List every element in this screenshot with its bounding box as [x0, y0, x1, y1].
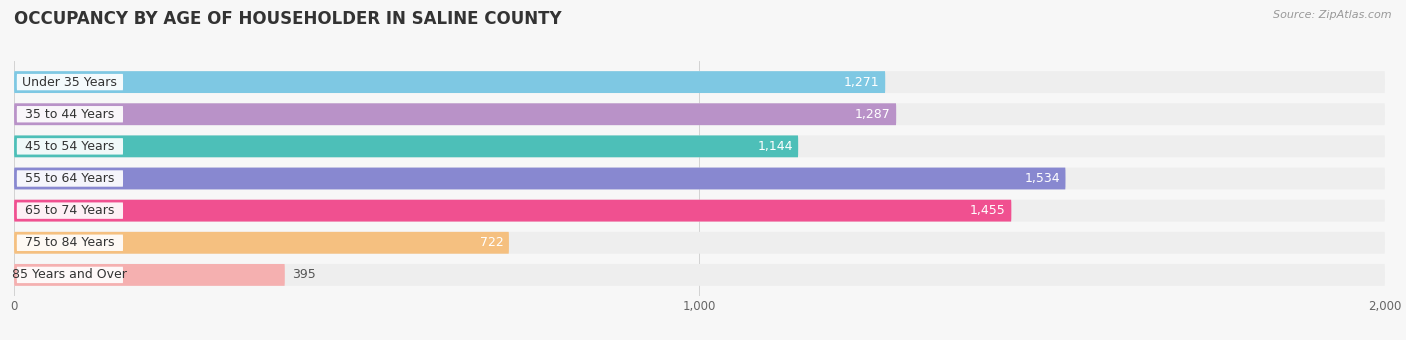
Text: Source: ZipAtlas.com: Source: ZipAtlas.com — [1274, 10, 1392, 20]
FancyBboxPatch shape — [14, 232, 509, 254]
Text: Under 35 Years: Under 35 Years — [22, 75, 117, 89]
Text: 85 Years and Over: 85 Years and Over — [13, 268, 128, 282]
FancyBboxPatch shape — [14, 71, 1385, 93]
FancyBboxPatch shape — [17, 74, 124, 90]
Text: 1,271: 1,271 — [844, 75, 880, 89]
FancyBboxPatch shape — [14, 264, 1385, 286]
FancyBboxPatch shape — [14, 135, 1385, 157]
FancyBboxPatch shape — [14, 135, 799, 157]
FancyBboxPatch shape — [17, 138, 124, 155]
FancyBboxPatch shape — [14, 168, 1066, 189]
Text: 1,534: 1,534 — [1025, 172, 1060, 185]
Text: 65 to 74 Years: 65 to 74 Years — [25, 204, 115, 217]
FancyBboxPatch shape — [17, 235, 124, 251]
FancyBboxPatch shape — [17, 106, 124, 122]
FancyBboxPatch shape — [14, 71, 886, 93]
Text: 1,455: 1,455 — [970, 204, 1005, 217]
FancyBboxPatch shape — [14, 200, 1011, 222]
Text: 75 to 84 Years: 75 to 84 Years — [25, 236, 115, 249]
FancyBboxPatch shape — [17, 202, 124, 219]
FancyBboxPatch shape — [14, 103, 896, 125]
FancyBboxPatch shape — [14, 103, 1385, 125]
FancyBboxPatch shape — [14, 264, 285, 286]
Text: 1,144: 1,144 — [758, 140, 793, 153]
Text: 55 to 64 Years: 55 to 64 Years — [25, 172, 115, 185]
Text: 722: 722 — [479, 236, 503, 249]
Text: 35 to 44 Years: 35 to 44 Years — [25, 108, 114, 121]
Text: 395: 395 — [291, 268, 315, 282]
Text: 1,287: 1,287 — [855, 108, 891, 121]
FancyBboxPatch shape — [17, 170, 124, 187]
Text: OCCUPANCY BY AGE OF HOUSEHOLDER IN SALINE COUNTY: OCCUPANCY BY AGE OF HOUSEHOLDER IN SALIN… — [14, 10, 561, 28]
FancyBboxPatch shape — [14, 232, 1385, 254]
FancyBboxPatch shape — [14, 200, 1385, 222]
FancyBboxPatch shape — [14, 168, 1385, 189]
FancyBboxPatch shape — [17, 267, 124, 283]
Text: 45 to 54 Years: 45 to 54 Years — [25, 140, 115, 153]
